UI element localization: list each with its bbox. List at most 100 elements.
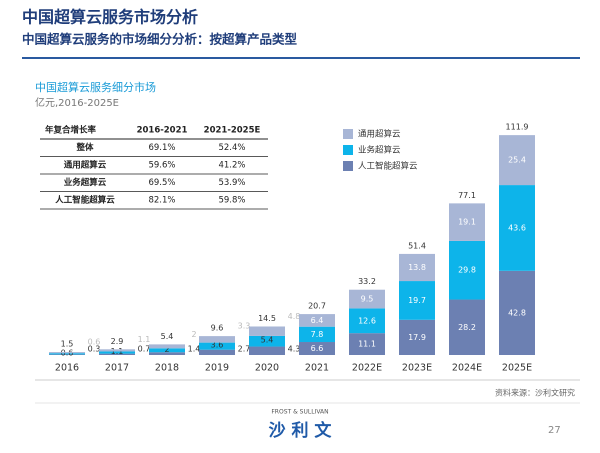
bar-segment xyxy=(449,203,485,241)
bar-segment xyxy=(99,353,135,355)
table-header: 年复合增长率 xyxy=(45,125,97,136)
value-label: 28.2 xyxy=(458,323,476,332)
x-tick-label: 2021 xyxy=(305,363,329,374)
bar-segment xyxy=(199,349,235,355)
value-label: 0.7 xyxy=(138,345,151,354)
total-label: 5.4 xyxy=(161,332,174,341)
value-label: 5.4 xyxy=(261,336,274,345)
table-cell: 53.9% xyxy=(218,178,245,188)
chart-subtitle: 亿元,2016-2025E xyxy=(35,96,119,109)
x-tick-label: 2025E xyxy=(502,363,532,374)
value-label: 11.1 xyxy=(358,340,376,349)
table-cell: 业务超算云 xyxy=(64,177,107,188)
brand-en: FROST & SULLIVAN xyxy=(271,409,328,416)
value-label: 9.5 xyxy=(361,295,374,304)
value-label: 4.3 xyxy=(288,345,301,354)
slide-title: 中国超算云服务市场分析 xyxy=(22,8,198,27)
bar-segment xyxy=(99,349,135,352)
bar-segment xyxy=(349,333,385,355)
bar-segment xyxy=(249,335,285,347)
bar-segment xyxy=(199,336,235,343)
value-label: 19.7 xyxy=(408,296,426,305)
table-cell: 人工智能超算云 xyxy=(55,195,115,206)
bar-segment xyxy=(299,314,335,327)
bar-segment xyxy=(449,299,485,355)
value-label: 25.4 xyxy=(508,156,526,165)
value-label: 0.6 xyxy=(88,338,101,347)
bar-segment xyxy=(149,348,185,353)
value-label: 43.6 xyxy=(508,223,526,232)
value-label: 1.1 xyxy=(111,347,124,356)
table-header: 2016-2021 xyxy=(137,126,188,136)
value-label: 2 xyxy=(191,330,196,339)
x-tick-label: 2023E xyxy=(402,363,432,374)
x-tick-label: 2016 xyxy=(55,363,79,374)
value-label: 0.3 xyxy=(88,345,101,354)
legend-label: 通用超算云 xyxy=(358,129,401,140)
value-label: 6.6 xyxy=(311,344,324,353)
total-label: 51.4 xyxy=(408,241,426,250)
slide-subtitle: 中国超算云服务的市场细分分析：按超算产品类型 xyxy=(22,32,298,47)
value-label: 3.3 xyxy=(238,322,251,331)
bar-segment xyxy=(249,326,285,336)
page-number: 27 xyxy=(548,425,561,436)
bar-segment xyxy=(49,352,85,354)
value-label: 1.1 xyxy=(138,335,151,344)
x-tick-label: 2024E xyxy=(452,363,482,374)
chart-title: 中国超算云服务细分市场 xyxy=(35,80,156,94)
x-tick-label: 2022E xyxy=(352,363,382,374)
bar-segment xyxy=(499,185,535,271)
table-cell: 82.1% xyxy=(148,196,175,206)
value-label: 2 xyxy=(164,345,169,354)
table-cell: 69.1% xyxy=(148,143,175,153)
value-label: 3.6 xyxy=(211,341,224,350)
bar-segment xyxy=(199,342,235,350)
total-label: 1.5 xyxy=(61,340,74,349)
x-tick-label: 2019 xyxy=(205,363,229,374)
total-label: 33.2 xyxy=(358,277,376,286)
total-label: 77.1 xyxy=(458,191,476,200)
bar-segment xyxy=(299,326,335,343)
table-cell: 59.8% xyxy=(218,196,245,206)
value-label: 7.8 xyxy=(311,330,324,339)
bar-segment xyxy=(349,289,385,309)
value-label: 6.4 xyxy=(311,316,324,325)
value-label: 13.8 xyxy=(408,263,426,272)
total-label: 111.9 xyxy=(506,123,529,132)
bar-segment xyxy=(449,240,485,300)
bar-segment xyxy=(149,352,185,355)
x-tick-label: 2020 xyxy=(255,363,279,374)
bar-segment xyxy=(149,344,185,349)
legend-label: 业务超算云 xyxy=(358,145,401,156)
source: 资料来源：沙利文研究 xyxy=(495,388,575,398)
bar-segment xyxy=(499,135,535,186)
legend-label: 人工智能超算云 xyxy=(358,161,418,172)
table-cell: 41.2% xyxy=(218,161,245,171)
value-label: 1.4 xyxy=(188,345,201,354)
x-tick-label: 2017 xyxy=(105,363,129,374)
bar-segment xyxy=(399,253,435,282)
bar-segment xyxy=(49,353,85,355)
table-cell: 59.6% xyxy=(148,161,175,171)
value-label: 4.8 xyxy=(288,312,301,321)
table-cell: 69.5% xyxy=(148,178,175,188)
value-label: 12.6 xyxy=(358,316,376,325)
value-label: 17.9 xyxy=(408,333,426,342)
bar-segment xyxy=(99,351,135,354)
value-label: 2.7 xyxy=(238,345,251,354)
bar-segment xyxy=(399,281,435,320)
x-tick-label: 2018 xyxy=(155,363,179,374)
bar-segment xyxy=(249,346,285,355)
legend-swatch xyxy=(343,129,353,139)
table-header: 2021-2025E xyxy=(204,126,261,136)
bar-segment xyxy=(399,319,435,355)
value-label: 29.8 xyxy=(458,266,476,275)
legend-swatch xyxy=(343,161,353,171)
bar-segment xyxy=(299,342,335,355)
table-cell: 52.4% xyxy=(218,143,245,153)
total-label: 9.6 xyxy=(211,324,224,333)
legend-swatch xyxy=(343,145,353,155)
bar-segment xyxy=(49,354,85,355)
bar-segment xyxy=(499,270,535,355)
